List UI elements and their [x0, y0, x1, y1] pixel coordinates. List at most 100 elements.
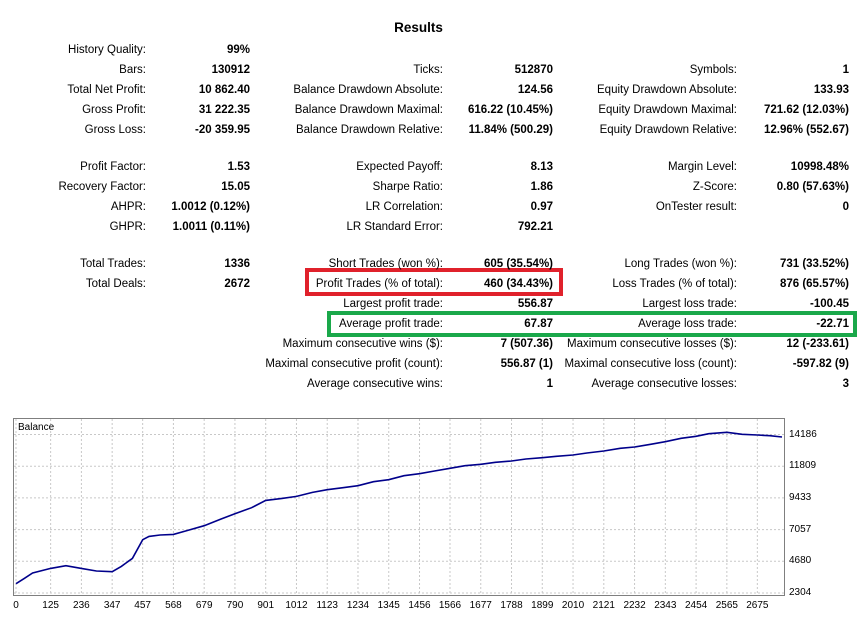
x-tick-label: 790 — [226, 600, 244, 611]
ahpr-value: 1.0012 (0.12%) — [171, 201, 250, 213]
balance-drawdown-absolute-label: Balance Drawdown Absolute: — [293, 84, 443, 96]
sharpe-ratio-value: 1.86 — [530, 181, 553, 193]
x-tick-label: 347 — [103, 600, 121, 611]
total-net-profit-label: Total Net Profit: — [67, 84, 146, 96]
ghpr-label: GHPR: — [109, 221, 146, 233]
x-tick-label: 568 — [165, 600, 182, 611]
profit-trades-of-total-label: Profit Trades (% of total): — [315, 278, 443, 290]
balance-chart: Balance — [13, 418, 785, 596]
balance-chart-plot — [14, 419, 784, 595]
loss-trades-of-total-value: 876 (65.57%) — [779, 278, 849, 290]
gross-profit-label: Gross Profit: — [82, 104, 146, 116]
profit-trades-of-total-value: 460 (34.43%) — [483, 278, 553, 290]
x-tick-label: 1677 — [469, 600, 492, 611]
balance-series-line — [15, 431, 783, 585]
symbols-label: Symbols: — [689, 64, 737, 76]
y-tick-label: 11809 — [789, 460, 817, 472]
x-tick-label: 2232 — [623, 600, 646, 611]
profit-factor-value: 1.53 — [227, 161, 250, 173]
ahpr-label: AHPR: — [110, 201, 146, 213]
highlight-average-trade-box — [327, 311, 857, 337]
long-trades-won-label: Long Trades (won %): — [624, 258, 737, 270]
x-tick-label: 2121 — [592, 600, 615, 611]
average-loss-trade-value: -22.71 — [816, 318, 849, 330]
ontester-result-value: 0 — [842, 201, 849, 213]
recovery-factor-value: 15.05 — [221, 181, 250, 193]
equity-drawdown-relative-label: Equity Drawdown Relative: — [599, 124, 737, 136]
y-tick-label: 2304 — [789, 587, 812, 598]
y-tick-label: 14186 — [789, 428, 817, 440]
x-tick-label: 1566 — [438, 600, 462, 611]
ticks-value: 512870 — [514, 64, 553, 76]
x-tick-label: 2675 — [746, 600, 769, 611]
total-trades-value: 1336 — [224, 258, 250, 270]
margin-level-label: Margin Level: — [667, 161, 737, 173]
average-consecutive-losses-label: Average consecutive losses: — [591, 378, 737, 390]
profit-factor-label: Profit Factor: — [80, 161, 146, 173]
ghpr-value: 1.0011 (0.11%) — [172, 221, 250, 233]
balance-drawdown-maximal-value: 616.22 (10.45%) — [467, 104, 553, 116]
x-tick-label: 1899 — [531, 600, 554, 611]
expected-payoff-label: Expected Payoff: — [356, 161, 443, 173]
x-tick-label: 2565 — [715, 600, 738, 611]
average-consecutive-wins-label: Average consecutive wins: — [307, 378, 443, 390]
lr-standard-error-value: 792.21 — [517, 221, 553, 233]
expected-payoff-value: 8.13 — [530, 161, 553, 173]
short-trades-won-label: Short Trades (won %): — [328, 258, 443, 270]
gross-loss-label: Gross Loss: — [84, 124, 146, 136]
history-quality-value: 99% — [226, 44, 250, 56]
z-score-label: Z-Score: — [692, 181, 737, 193]
margin-level-value: 10998.48% — [790, 161, 849, 173]
x-tick-label: 236 — [73, 600, 90, 611]
x-tick-label: 125 — [42, 600, 59, 611]
x-tick-label: 1456 — [408, 600, 431, 611]
total-deals-label: Total Deals: — [85, 278, 146, 290]
balance-drawdown-relative-label: Balance Drawdown Relative: — [295, 124, 443, 136]
equity-drawdown-maximal-value: 721.62 (12.03%) — [763, 104, 849, 116]
results-title: Results — [394, 20, 443, 35]
ticks-label: Ticks: — [413, 64, 443, 76]
x-tick-label: 2454 — [684, 600, 708, 611]
balance-drawdown-maximal-label: Balance Drawdown Maximal: — [294, 104, 443, 116]
x-tick-label: 2343 — [654, 600, 677, 611]
y-tick-label: 9433 — [789, 491, 812, 503]
total-net-profit-value: 10 862.40 — [198, 84, 250, 96]
short-trades-won-value: 605 (35.54%) — [483, 258, 553, 270]
x-tick-label: 1788 — [500, 600, 523, 611]
z-score-value: 0.80 (57.63%) — [776, 181, 849, 193]
x-tick-label: 901 — [257, 600, 275, 611]
lr-correlation-value: 0.97 — [530, 201, 553, 213]
total-deals-value: 2672 — [224, 278, 250, 290]
maximal-consecutive-loss-count-value: -597.82 (9) — [792, 358, 849, 370]
bars-label: Bars: — [119, 64, 146, 76]
x-tick-label: 457 — [134, 600, 151, 611]
symbols-value: 1 — [842, 64, 849, 76]
equity-drawdown-maximal-label: Equity Drawdown Maximal: — [598, 104, 737, 116]
average-consecutive-wins-value: 1 — [546, 378, 553, 390]
maximal-consecutive-profit-count-label: Maximal consecutive profit (count): — [265, 358, 443, 370]
equity-drawdown-relative-value: 12.96% (552.67) — [763, 124, 849, 136]
x-tick-label: 0 — [13, 600, 19, 611]
x-tick-label: 2010 — [561, 600, 585, 611]
highlight-profit-trades-box — [305, 268, 563, 296]
equity-drawdown-absolute-value: 133.93 — [813, 84, 849, 96]
loss-trades-of-total-label: Loss Trades (% of total): — [612, 278, 737, 290]
x-tick-label: 679 — [195, 600, 213, 611]
long-trades-won-value: 731 (33.52%) — [779, 258, 849, 270]
gross-loss-value: -20 359.95 — [195, 124, 250, 136]
largest-loss-trade-label: Largest loss trade: — [642, 298, 737, 310]
equity-drawdown-absolute-label: Equity Drawdown Absolute: — [597, 84, 737, 96]
y-tick-label: 7057 — [789, 523, 812, 535]
largest-loss-trade-value: -100.45 — [809, 298, 849, 310]
largest-profit-trade-label: Largest profit trade: — [343, 298, 443, 310]
chart-title: Balance — [18, 422, 55, 433]
y-tick-label: 4680 — [789, 555, 812, 567]
maximum-consecutive-losses-value: 12 (-233.61) — [786, 338, 849, 350]
maximum-consecutive-losses-label: Maximum consecutive losses ($): — [567, 338, 737, 350]
maximal-consecutive-profit-count-value: 556.87 (1) — [500, 358, 553, 370]
maximum-consecutive-wins-value: 7 (507.36) — [500, 338, 553, 350]
average-profit-trade-label: Average profit trade: — [339, 318, 443, 330]
maximal-consecutive-loss-count-label: Maximal consecutive loss (count): — [564, 358, 737, 370]
average-profit-trade-value: 67.87 — [524, 318, 553, 330]
bars-value: 130912 — [211, 64, 250, 76]
